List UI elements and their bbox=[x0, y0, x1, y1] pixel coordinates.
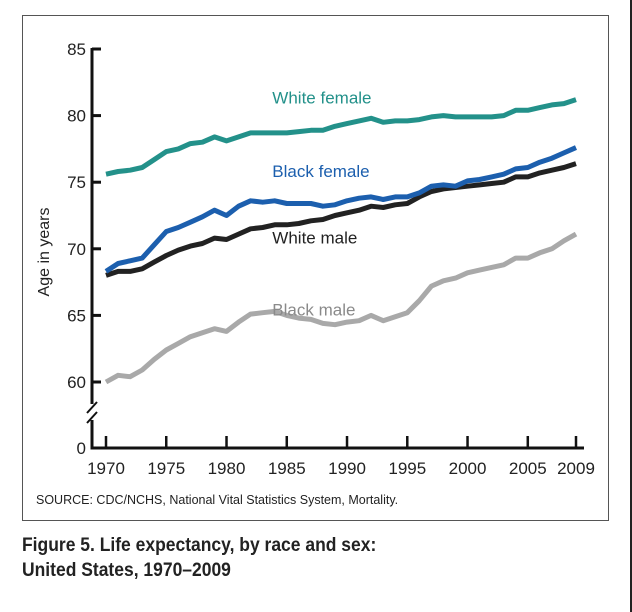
series-line-white-male bbox=[105, 161, 577, 278]
series-line-white-female bbox=[105, 97, 577, 177]
x-tick-label: 1995 bbox=[388, 459, 426, 478]
y-tick-label: 75 bbox=[67, 173, 86, 192]
page-edge bbox=[630, 0, 632, 612]
y-tick-label: 85 bbox=[67, 40, 86, 59]
caption-line-2: United States, 1970–2009 bbox=[22, 560, 231, 581]
source-note: SOURCE: CDC/NCHS, National Vital Statist… bbox=[36, 493, 399, 507]
x-tick-label: 2009 bbox=[557, 459, 595, 478]
x-tick-label: 1980 bbox=[208, 459, 246, 478]
axes: 0 60 65 70 75 80 85 1970 1975 1980 1985 1990 1995 200… bbox=[36, 40, 595, 478]
x-tick-label: 1990 bbox=[328, 459, 366, 478]
series-label-white-female: White female bbox=[272, 89, 371, 108]
x-tick-label: 1985 bbox=[268, 459, 306, 478]
series-line-black-female bbox=[104, 145, 578, 274]
y-tick-label: 0 bbox=[77, 439, 86, 458]
axis-break-mark bbox=[86, 411, 98, 424]
x-tick-label: 1975 bbox=[147, 459, 185, 478]
y-tick-label: 70 bbox=[67, 240, 86, 259]
y-axis-label: Age in years bbox=[36, 208, 53, 297]
series-label-white-male: White male bbox=[272, 228, 357, 247]
label-layer: White female Black female White male Black … bbox=[272, 89, 371, 320]
axis-break-mark bbox=[86, 401, 98, 414]
x-tick-label: 1970 bbox=[87, 459, 125, 478]
figure-caption: Figure 5. Life expectancy, by race and s… bbox=[22, 533, 376, 583]
series-label-black-female: Black female bbox=[272, 162, 369, 181]
y-tick-label: 65 bbox=[67, 306, 86, 325]
y-tick-label: 60 bbox=[67, 373, 86, 392]
chart-frame bbox=[22, 15, 609, 521]
caption-line-1: Figure 5. Life expectancy, by race and s… bbox=[22, 535, 377, 556]
series-line-black-male bbox=[104, 231, 578, 385]
series-layer bbox=[104, 97, 578, 385]
x-tick-label: 2005 bbox=[509, 459, 547, 478]
y-tick-label: 80 bbox=[67, 107, 86, 126]
series-label-black-male: Black male bbox=[272, 300, 355, 319]
x-tick-label: 2000 bbox=[449, 459, 487, 478]
